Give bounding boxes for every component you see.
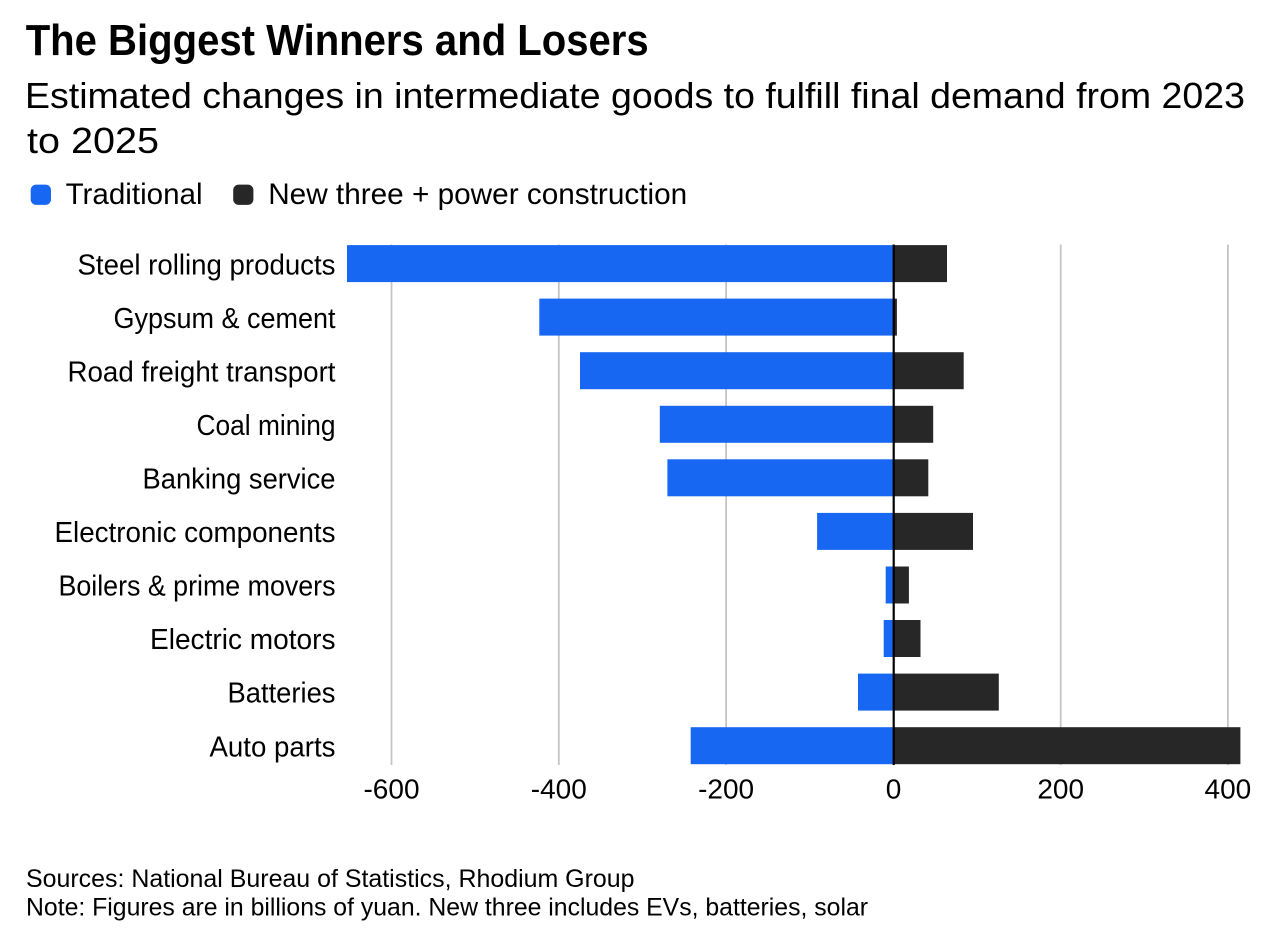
svg-text:Traditional: Traditional <box>66 178 203 211</box>
svg-text:to 2025: to 2025 <box>27 120 159 161</box>
svg-text:200: 200 <box>1037 774 1084 805</box>
svg-text:-400: -400 <box>531 774 587 805</box>
svg-text:Coal mining: Coal mining <box>197 410 336 442</box>
svg-text:The Biggest Winners and Losers: The Biggest Winners and Losers <box>26 16 649 65</box>
svg-text:Auto parts: Auto parts <box>210 731 336 763</box>
svg-text:Banking service: Banking service <box>143 464 336 496</box>
svg-text:0: 0 <box>886 774 902 805</box>
svg-text:New three + power construction: New three + power construction <box>268 178 687 211</box>
svg-text:Note: Figures are in billions: Note: Figures are in billions of yuan. N… <box>26 894 868 922</box>
svg-text:400: 400 <box>1205 774 1252 805</box>
svg-text:Electric motors: Electric motors <box>150 624 336 656</box>
svg-text:Electronic components: Electronic components <box>55 517 336 549</box>
svg-text:Estimated changes in intermedi: Estimated changes in intermediate goods … <box>25 75 1245 116</box>
svg-text:Boilers & prime movers: Boilers & prime movers <box>59 571 336 603</box>
svg-text:Road freight transport: Road freight transport <box>68 356 336 388</box>
svg-text:Gypsum & cement: Gypsum & cement <box>114 303 336 335</box>
svg-text:-200: -200 <box>698 774 754 805</box>
svg-text:Sources: National Bureau of St: Sources: National Bureau of Statistics, … <box>26 865 635 893</box>
svg-text:Steel rolling products: Steel rolling products <box>78 249 336 281</box>
svg-text:Batteries: Batteries <box>228 678 336 710</box>
svg-text:-600: -600 <box>363 774 419 805</box>
